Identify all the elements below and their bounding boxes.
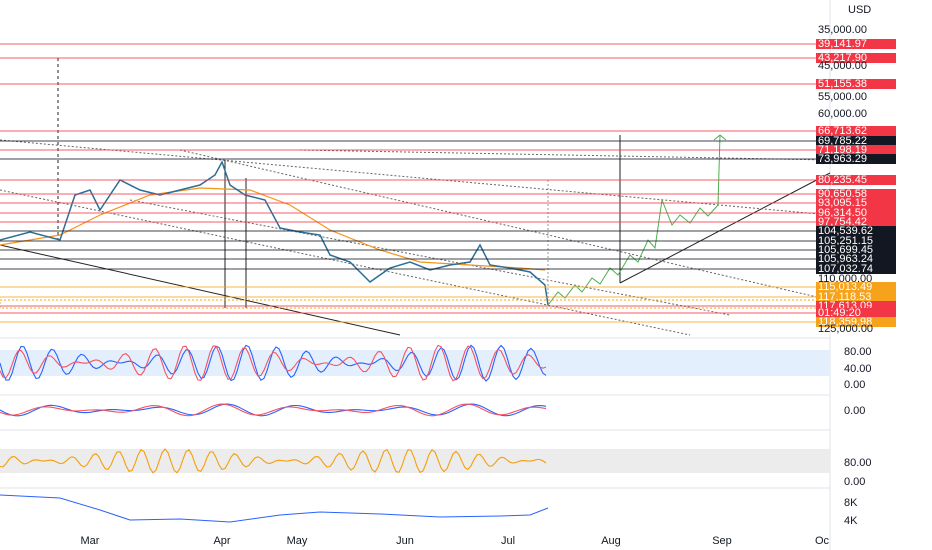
price-label: 105,251.15: [818, 235, 873, 247]
indicator-axis-label: 8K: [844, 497, 858, 509]
indicator-axis-label: 0.00: [844, 476, 865, 488]
price-label: 35,000.00: [818, 24, 867, 36]
price-tag: [816, 145, 896, 155]
price-tag: [816, 308, 896, 318]
volume-line: [0, 494, 549, 523]
price-tag: [816, 39, 896, 49]
price-tag: [816, 301, 896, 311]
price-tag: [816, 292, 896, 302]
price-label: 93,095.15: [818, 197, 867, 209]
price-tag: [816, 79, 896, 89]
price-label: 45,000.00: [818, 60, 867, 72]
indicator-axis-label: 4K: [844, 515, 858, 527]
price-label: 125,000.00: [818, 323, 873, 335]
price-label: 39,141.97: [818, 38, 867, 50]
price-label: 60,000.00: [818, 108, 867, 120]
indicator-axis-label: 80.00: [844, 457, 872, 469]
price-tag: [816, 198, 896, 208]
indicator-axis-label: 40.00: [844, 363, 872, 375]
price-tag: [816, 245, 896, 255]
price-label: 105,699.45: [818, 244, 873, 256]
price-tag: [816, 126, 896, 136]
time-label: Apr: [213, 535, 230, 547]
price-tag: [816, 226, 896, 236]
price-tag: [816, 208, 896, 218]
price-line: [0, 160, 549, 306]
moving-average: [0, 187, 546, 271]
time-label: Oc: [815, 535, 830, 547]
indicator-line: [0, 344, 547, 382]
price-label: 73,963.29: [818, 153, 867, 165]
price-label: 107,032.74: [818, 263, 873, 275]
trend-line: [0, 244, 401, 336]
price-label: 117,118.53: [818, 291, 871, 303]
currency-label: USD: [848, 4, 871, 16]
price-label: 71,198.19: [818, 144, 867, 156]
time-label: Jul: [501, 535, 515, 547]
time-label: Sep: [712, 535, 732, 547]
price-label: 51,155.38: [818, 78, 867, 90]
price-tag: [816, 175, 896, 185]
indicator-axis-label: 0.00: [844, 405, 865, 417]
price-label: 118,359.98: [818, 316, 872, 328]
time-label: Mar: [81, 535, 100, 547]
indicator-line: [0, 403, 547, 417]
price-label: 80,235.45: [818, 174, 867, 186]
price-tag: [816, 264, 896, 274]
price-label: 90,650.58: [818, 188, 867, 200]
price-label: 66,713.62: [818, 125, 867, 137]
price-label: 115,013.49: [818, 281, 872, 293]
price-tag: [816, 282, 896, 292]
price-label: 110,000.00: [818, 273, 872, 285]
indicators: [0, 344, 547, 474]
price-tag: [816, 317, 896, 327]
price-tag: [816, 254, 896, 264]
price-label: 97,754.42: [818, 216, 867, 228]
channel-lines: [0, 139, 831, 336]
price-label: 55,000.00: [818, 91, 867, 103]
price-label: 69,785.22: [818, 135, 867, 147]
price-label: 105,963.24: [818, 253, 873, 265]
indicator-axis-label: 0.00: [844, 379, 865, 391]
price-tag: [816, 154, 896, 164]
indicator-line: [0, 344, 547, 382]
price-label: 43,217.90: [818, 52, 867, 64]
price-label: 96,314.50: [818, 207, 867, 219]
price-tag: [816, 189, 896, 199]
price-tag: [816, 136, 896, 146]
price-label: 01:49:20: [818, 307, 861, 319]
price-tag: [816, 217, 896, 227]
indicator-axis-label: 80.00: [844, 346, 872, 358]
trend-line: [619, 172, 831, 284]
price-tag: [816, 236, 896, 246]
indicator-line: [0, 448, 547, 474]
price-label: 104,539.62: [818, 225, 873, 237]
time-label: Jun: [396, 535, 414, 547]
time-label: May: [287, 535, 308, 547]
price-tag: [816, 53, 896, 63]
indicator-line: [0, 403, 547, 417]
time-label: Aug: [601, 535, 621, 547]
projection-arrow: [713, 134, 727, 141]
